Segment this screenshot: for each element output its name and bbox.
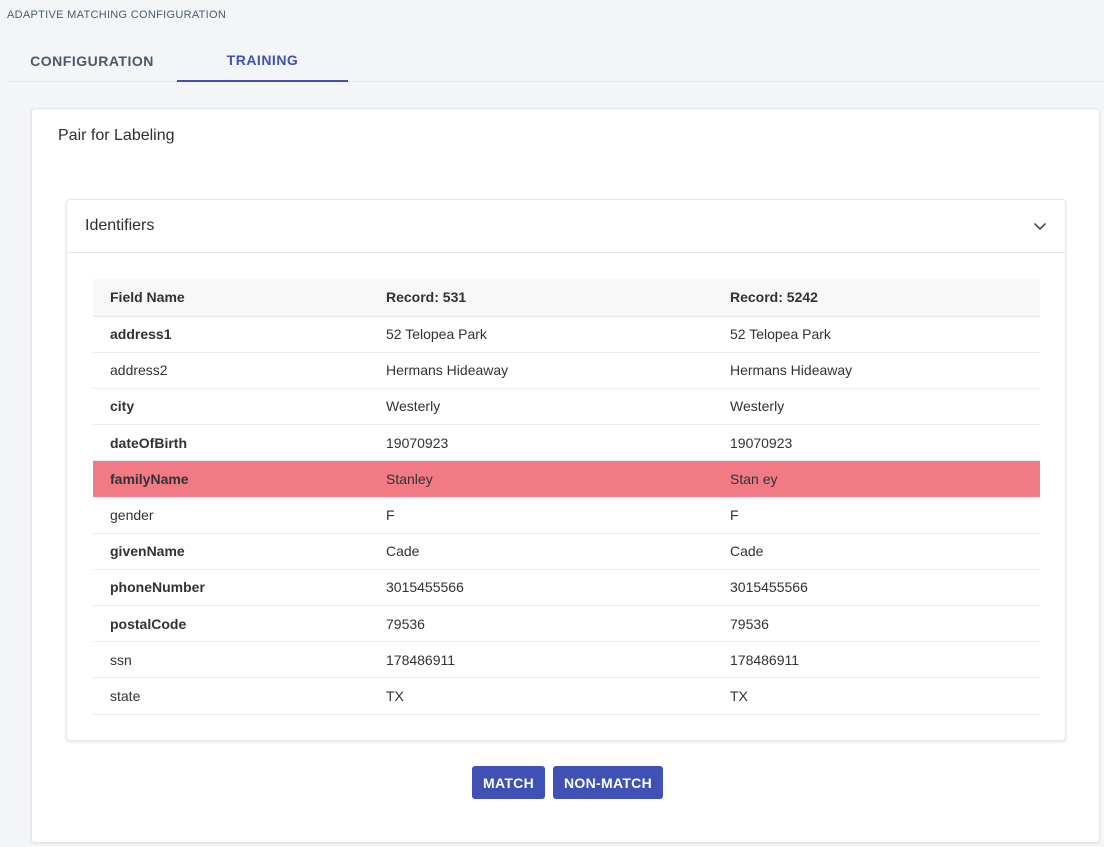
table-header-row: Field Name Record: 531 Record: 5242 <box>93 279 1040 317</box>
panel-title: Identifiers <box>85 217 155 234</box>
app-title: ADAPTIVE MATCHING CONFIGURATION <box>7 9 227 21</box>
cell-record-right: 3015455566 <box>713 569 1040 607</box>
match-button[interactable]: MATCH <box>472 766 546 799</box>
cell-record-right: 19070923 <box>713 424 1040 462</box>
cell-record-right: F <box>713 496 1040 534</box>
cell-field-name: givenName <box>93 533 369 570</box>
labeling-actions: MATCH NON-MATCH <box>472 766 663 799</box>
table-row: postalCode 79536 79536 <box>93 605 1040 643</box>
cell-field-name: ssn <box>93 641 369 679</box>
cell-field-name: gender <box>93 496 369 534</box>
cell-record-right: 52 Telopea Park <box>713 316 1040 353</box>
table-row: dateOfBirth 19070923 19070923 <box>93 424 1040 462</box>
table-row: address1 52 Telopea Park 52 Telopea Park <box>93 316 1040 353</box>
card-title: Pair for Labeling <box>58 127 175 144</box>
table-row: address2 Hermans Hideaway Hermans Hideaway <box>93 352 1040 389</box>
cell-record-right: Stan ey <box>713 460 1040 498</box>
cell-record-right: 178486911 <box>713 641 1040 679</box>
cell-record-left: Hermans Hideaway <box>369 352 713 389</box>
cell-field-name: dateOfBirth <box>93 424 369 462</box>
table-row: gender F F <box>93 496 1040 534</box>
table-row: ssn 178486911 178486911 <box>93 641 1040 679</box>
cell-record-right: 79536 <box>713 605 1040 643</box>
non-match-button[interactable]: NON-MATCH <box>553 766 663 799</box>
cell-record-right: Cade <box>713 533 1040 570</box>
cell-field-name: address2 <box>93 352 369 389</box>
cell-record-left: Westerly <box>369 388 713 426</box>
cell-record-left: 79536 <box>369 605 713 643</box>
cell-record-left: 178486911 <box>369 641 713 679</box>
cell-record-right: Hermans Hideaway <box>713 352 1040 389</box>
pair-labeling-card: Pair for Labeling Identifiers Field Name… <box>31 108 1100 843</box>
chevron-down-icon[interactable] <box>1033 219 1047 233</box>
cell-field-name: city <box>93 388 369 426</box>
identifiers-table: Field Name Record: 531 Record: 5242 addr… <box>93 279 1040 715</box>
cell-field-name: familyName <box>93 460 369 498</box>
tab-bar: CONFIGURATION TRAINING <box>7 40 1104 82</box>
cell-record-right: Westerly <box>713 388 1040 426</box>
cell-field-name: phoneNumber <box>93 569 369 607</box>
identifiers-panel: Identifiers Field Name Record: 531 Recor… <box>66 199 1066 741</box>
cell-record-left: 52 Telopea Park <box>369 316 713 353</box>
column-header-field-name: Field Name <box>93 279 369 317</box>
table-row: city Westerly Westerly <box>93 388 1040 426</box>
cell-field-name: state <box>93 677 369 715</box>
table-row: state TX TX <box>93 677 1040 715</box>
tab-training[interactable]: TRAINING <box>177 40 348 82</box>
column-header-record-right: Record: 5242 <box>713 279 1040 317</box>
cell-record-left: 19070923 <box>369 424 713 462</box>
cell-field-name: address1 <box>93 316 369 353</box>
cell-record-left: Cade <box>369 533 713 570</box>
table-row: phoneNumber 3015455566 3015455566 <box>93 569 1040 607</box>
cell-field-name: postalCode <box>93 605 369 643</box>
cell-record-left: 3015455566 <box>369 569 713 607</box>
table-row-mismatch: familyName Stanley Stan ey <box>93 460 1040 498</box>
identifiers-panel-header[interactable]: Identifiers <box>67 200 1065 253</box>
column-header-record-left: Record: 531 <box>369 279 713 317</box>
cell-record-left: TX <box>369 677 713 715</box>
table-row: givenName Cade Cade <box>93 533 1040 570</box>
cell-record-left: F <box>369 496 713 534</box>
cell-record-left: Stanley <box>369 460 713 498</box>
tab-configuration[interactable]: CONFIGURATION <box>30 53 154 69</box>
cell-record-right: TX <box>713 677 1040 715</box>
